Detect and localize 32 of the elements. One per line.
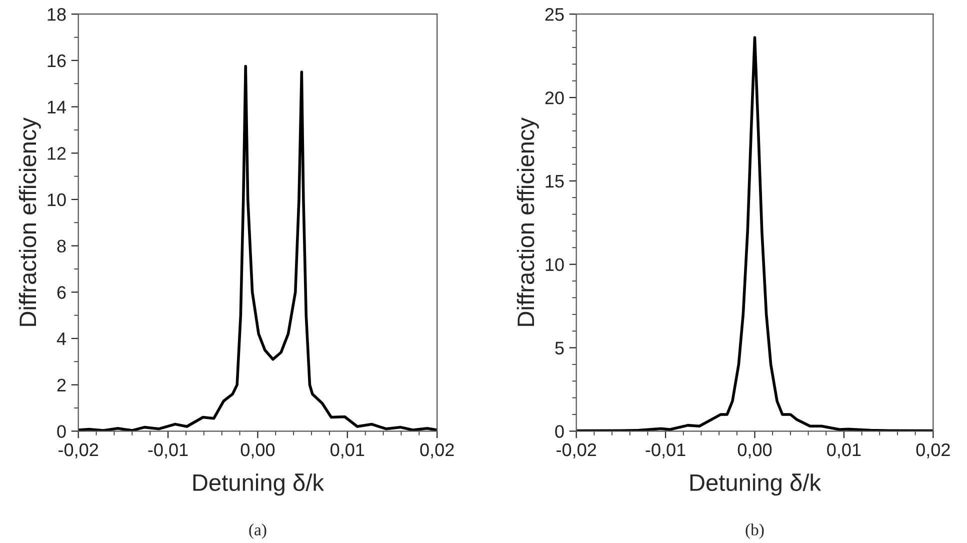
y-tick-label: 18: [48, 8, 66, 21]
x-tick-label: 0,00: [240, 443, 275, 458]
y-axis-title: Diffraction efficiency: [18, 117, 41, 326]
y-tick-label: 25: [545, 8, 564, 21]
x-axis-title: Detuning δ/k: [193, 474, 324, 496]
x-tick-label: 0,01: [827, 443, 861, 458]
y-tick-label: 0: [555, 425, 564, 438]
y-tick-label: 6: [57, 286, 66, 299]
x-tick-label: -0,02: [58, 443, 98, 458]
text: (b): [746, 524, 764, 539]
y-tick-label: 10: [546, 258, 564, 272]
y-tick-label: 5: [555, 342, 564, 354]
y-tick-label: 14: [48, 100, 66, 114]
y-tick-label: 12: [48, 147, 66, 160]
x-tick-label: -0,02: [556, 443, 596, 458]
x-tick-label: -0,01: [148, 443, 188, 458]
x-tick-label: 0,02: [420, 443, 454, 458]
y-tick-label: 10: [48, 193, 66, 206]
x-tick-label: 0,02: [916, 443, 950, 458]
y-tick-label: 16: [48, 54, 66, 68]
y-tick-label: 15: [546, 175, 564, 188]
y-tick-label: 0: [57, 425, 66, 438]
y-tick-label: 4: [56, 332, 66, 346]
x-axis-title: Detuning δ/k: [690, 474, 822, 496]
y-tick-label: 20: [545, 91, 564, 104]
x-tick-label: 0,01: [330, 443, 364, 458]
x-tick-label: 0,00: [738, 443, 772, 458]
y-axis-title: Diffraction efficiency: [516, 117, 539, 326]
text: (a): [249, 524, 266, 539]
y-tick-label: 8: [57, 240, 66, 253]
y-tick-label: 2: [57, 378, 66, 392]
x-tick-label: -0,01: [646, 443, 686, 458]
